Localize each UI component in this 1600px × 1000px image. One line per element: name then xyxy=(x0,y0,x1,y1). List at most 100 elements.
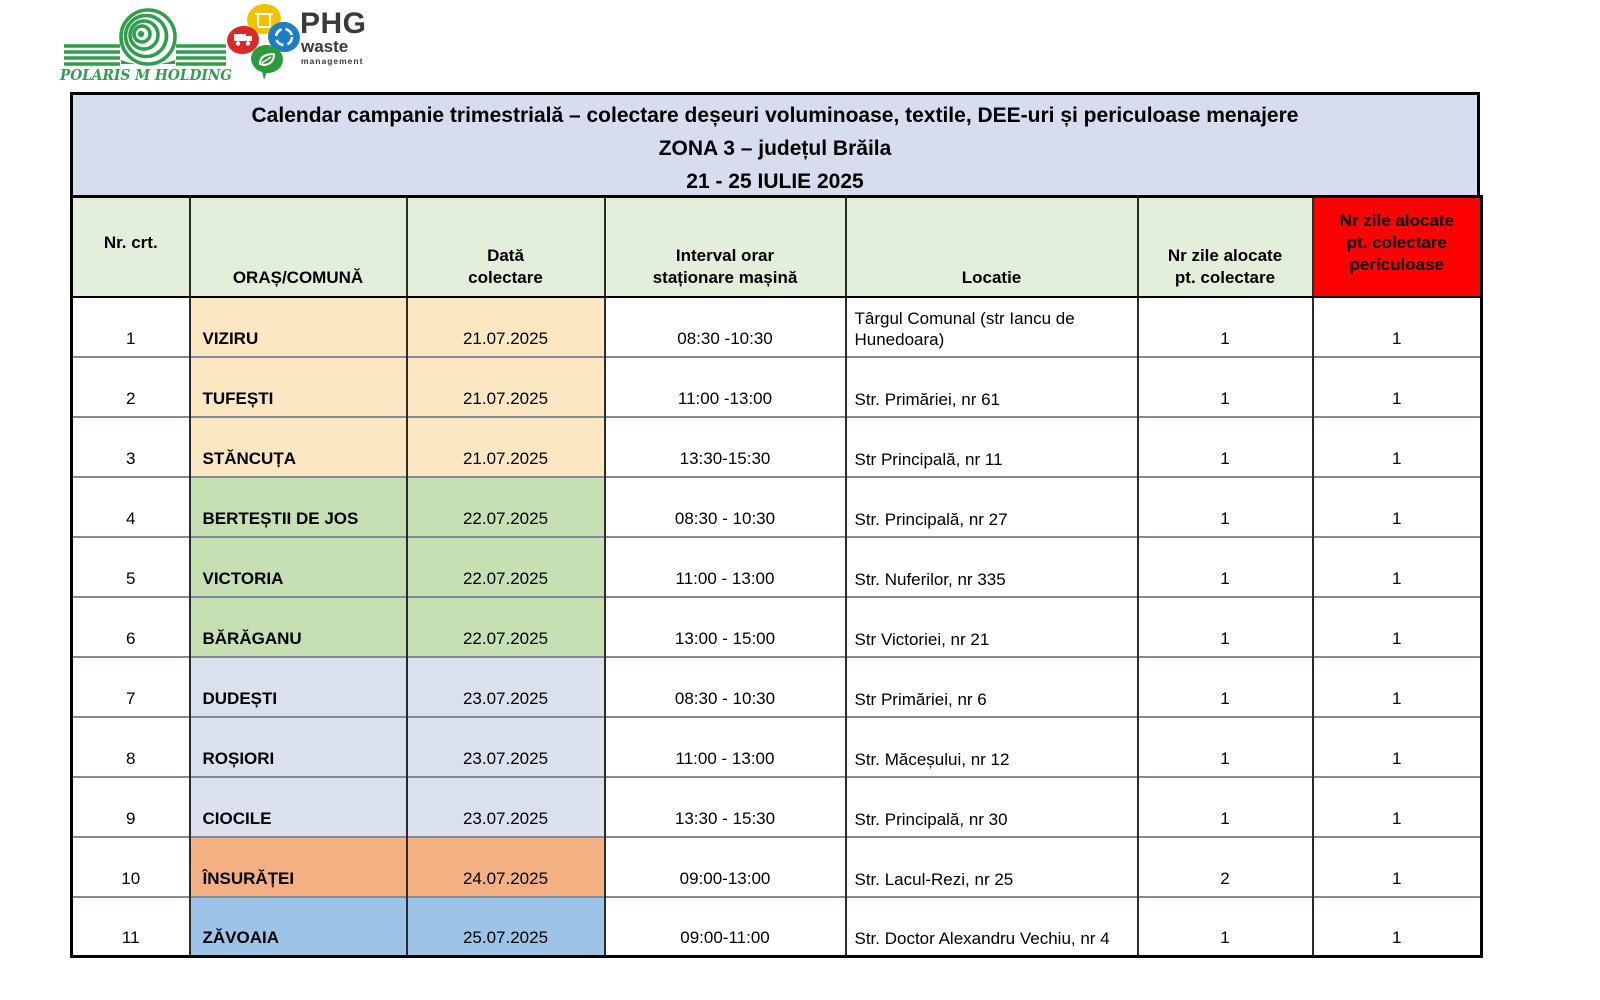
polaris-rose-icon xyxy=(64,8,226,66)
date-cell: 23.07.2025 xyxy=(405,655,605,717)
row-number: 3 xyxy=(71,415,190,477)
title-line-2: ZONA 3 – județul Brăila xyxy=(658,137,892,160)
date-cell: 22.07.2025 xyxy=(405,595,605,657)
table-row: 3 STĂNCUȚA 21.07.2025 13:30-15:30 Str Pr… xyxy=(71,415,1482,477)
header-row: Nr. crt. ORAȘ/COMUNĂ Dată colectare Inte… xyxy=(71,196,1482,298)
city-cell: BĂRĂGANU xyxy=(188,595,407,657)
interval-cell: 13:00 - 15:00 xyxy=(603,595,846,657)
location-cell: Târgul Comunal (str Iancu de Hunedoara) xyxy=(844,295,1138,357)
days-cell: 1 xyxy=(1136,655,1313,717)
city-cell: CIOCILE xyxy=(188,775,407,837)
interval-cell: 13:30 - 15:30 xyxy=(603,775,846,837)
days-cell: 1 xyxy=(1136,775,1313,837)
interval-cell: 11:00 - 13:00 xyxy=(603,715,846,777)
row-number: 2 xyxy=(71,355,190,417)
phg-logo: PHG waste management xyxy=(227,3,367,80)
city-cell: STĂNCUȚA xyxy=(188,415,407,477)
truck-icon xyxy=(234,34,252,46)
row-number: 8 xyxy=(71,715,190,777)
city-cell: DUDEȘTI xyxy=(188,655,407,717)
title-line-3: 21 - 25 IULIE 2025 xyxy=(686,170,864,193)
table-row: 2 TUFEȘTI 21.07.2025 11:00 -13:00 Str. P… xyxy=(71,355,1482,417)
interval-cell: 09:00-13:00 xyxy=(603,835,846,897)
interval-cell: 11:00 -13:00 xyxy=(603,355,846,417)
table-row: 11 ZĂVOAIA 25.07.2025 09:00-11:00 Str. D… xyxy=(71,895,1482,957)
header-locatie: Locatie xyxy=(844,196,1138,298)
polaris-logo: POLARIS M HOLDING xyxy=(59,8,232,84)
days-cell: 1 xyxy=(1136,295,1313,357)
interval-cell: 13:30-15:30 xyxy=(603,415,846,477)
city-cell: ÎNSURĂȚEI xyxy=(188,835,407,897)
interval-cell: 11:00 - 13:00 xyxy=(603,535,846,597)
date-cell: 21.07.2025 xyxy=(405,295,605,357)
city-cell: TUFEȘTI xyxy=(188,355,407,417)
days-cell: 1 xyxy=(1136,475,1313,537)
row-number: 1 xyxy=(71,295,190,357)
days-hazard-cell: 1 xyxy=(1311,895,1482,957)
phg-clover-icon xyxy=(227,3,300,80)
days-cell: 1 xyxy=(1136,895,1313,957)
days-cell: 1 xyxy=(1136,415,1313,477)
days-hazard-cell: 1 xyxy=(1311,295,1482,357)
interval-cell: 08:30 - 10:30 xyxy=(603,475,846,537)
location-cell: Str Primăriei, nr 6 xyxy=(844,655,1138,717)
days-hazard-cell: 1 xyxy=(1311,715,1482,777)
location-cell: Str. Principală, nr 27 xyxy=(844,475,1138,537)
days-hazard-cell: 1 xyxy=(1311,535,1482,597)
table-row: 1 VIZIRU 21.07.2025 08:30 -10:30 Târgul … xyxy=(71,295,1482,357)
header-oras-comuna: ORAȘ/COMUNĂ xyxy=(188,196,407,298)
city-cell: ZĂVOAIA xyxy=(188,895,407,957)
header-data-colectare: Dată colectare xyxy=(405,196,605,298)
location-cell: Str Principală, nr 11 xyxy=(844,415,1138,477)
header-nr-zile-periculoase: Nr zile alocate pt. colectare periculoas… xyxy=(1311,196,1482,298)
table-row: 7 DUDEȘTI 23.07.2025 08:30 - 10:30 Str P… xyxy=(71,655,1482,717)
trash-icon xyxy=(255,13,273,28)
leaf-icon xyxy=(258,52,276,67)
date-cell: 21.07.2025 xyxy=(405,415,605,477)
table-row: 9 CIOCILE 23.07.2025 13:30 - 15:30 Str. … xyxy=(71,775,1482,837)
date-cell: 22.07.2025 xyxy=(405,535,605,597)
days-cell: 1 xyxy=(1136,355,1313,417)
phg-logo-name: PHG xyxy=(300,7,367,40)
header-interval-orar: Interval orar staționare mașină xyxy=(603,196,846,298)
days-hazard-cell: 1 xyxy=(1311,655,1482,717)
days-hazard-cell: 1 xyxy=(1311,595,1482,657)
date-cell: 23.07.2025 xyxy=(405,775,605,837)
calendar-table: Nr. crt. ORAȘ/COMUNĂ Dată colectare Inte… xyxy=(70,195,1483,958)
row-number: 6 xyxy=(71,595,190,657)
city-cell: BERTEȘTII DE JOS xyxy=(188,475,407,537)
row-number: 9 xyxy=(71,775,190,837)
table-row: 4 BERTEȘTII DE JOS 22.07.2025 08:30 - 10… xyxy=(71,475,1482,537)
city-cell: ROȘIORI xyxy=(188,715,407,777)
interval-cell: 08:30 - 10:30 xyxy=(603,655,846,717)
table-row: 5 VICTORIA 22.07.2025 11:00 - 13:00 Str.… xyxy=(71,535,1482,597)
row-number: 11 xyxy=(71,895,190,957)
city-cell: VIZIRU xyxy=(188,295,407,357)
row-number: 7 xyxy=(71,655,190,717)
date-cell: 22.07.2025 xyxy=(405,475,605,537)
date-cell: 23.07.2025 xyxy=(405,715,605,777)
location-cell: Str. Doctor Alexandru Vechiu, nr 4 xyxy=(844,895,1138,957)
days-cell: 2 xyxy=(1136,835,1313,897)
title-banner: Calendar campanie trimestrială – colecta… xyxy=(70,92,1480,198)
location-cell: Str. Măceșului, nr 12 xyxy=(844,715,1138,777)
days-hazard-cell: 1 xyxy=(1311,775,1482,837)
days-hazard-cell: 1 xyxy=(1311,475,1482,537)
phg-logo-sub2: management xyxy=(301,56,363,66)
days-cell: 1 xyxy=(1136,535,1313,597)
interval-cell: 09:00-11:00 xyxy=(603,895,846,957)
location-cell: Str. Primăriei, nr 61 xyxy=(844,355,1138,417)
days-cell: 1 xyxy=(1136,595,1313,657)
recycle-icon xyxy=(274,27,294,47)
interval-cell: 08:30 -10:30 xyxy=(603,295,846,357)
phg-logo-sub: waste xyxy=(300,37,348,56)
table-row: 10 ÎNSURĂȚEI 24.07.2025 09:00-13:00 Str.… xyxy=(71,835,1482,897)
header-nr-zile-colectare: Nr zile alocate pt. colectare xyxy=(1136,196,1313,298)
location-cell: Str Victoriei, nr 21 xyxy=(844,595,1138,657)
location-cell: Str. Nuferilor, nr 335 xyxy=(844,535,1138,597)
table-row: 8 ROȘIORI 23.07.2025 11:00 - 13:00 Str. … xyxy=(71,715,1482,777)
city-cell: VICTORIA xyxy=(188,535,407,597)
date-cell: 24.07.2025 xyxy=(405,835,605,897)
location-cell: Str. Lacul-Rezi, nr 25 xyxy=(844,835,1138,897)
